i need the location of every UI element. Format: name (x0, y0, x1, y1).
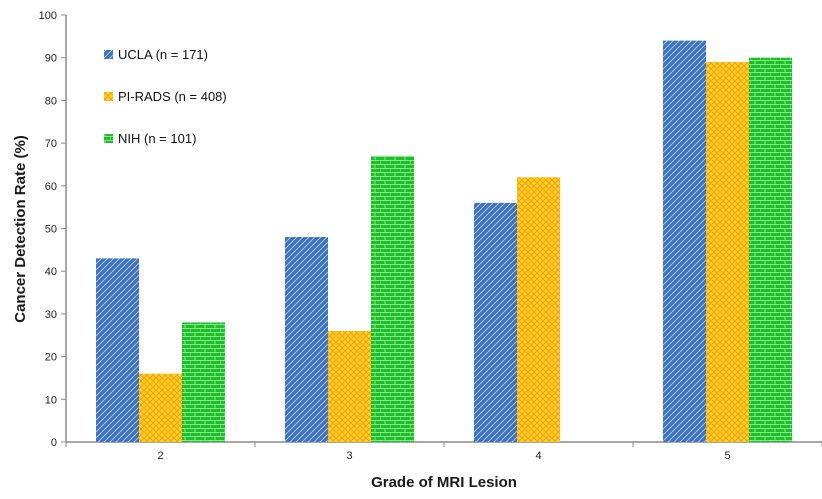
x-tick-label: 2 (157, 450, 163, 462)
legend-swatch-nih (104, 134, 113, 143)
legend: UCLA (n = 171) PI-RADS (n = 408) NIH (n = … (104, 47, 227, 146)
bar-pirads-grade-3 (328, 330, 371, 442)
bar-ucla-grade-5 (663, 40, 706, 443)
y-tick-label: 50 (45, 224, 57, 236)
bar-ucla-grade-2 (96, 258, 139, 442)
bar-pirads-grade-5 (706, 61, 749, 442)
y-tick-label: 0 (51, 437, 57, 449)
legend-label-pirads: PI-RADS (n = 408) (118, 89, 227, 104)
x-axis: 2 3 4 5 (65, 441, 822, 462)
y-axis: 0 10 20 30 40 50 60 70 80 90 100 (39, 10, 67, 449)
bar-ucla-grade-3 (285, 237, 328, 442)
y-tick-label: 30 (45, 309, 57, 321)
bar-pirads-grade-4 (517, 177, 560, 442)
x-tick-label: 3 (346, 450, 352, 462)
y-tick-label: 90 (45, 53, 57, 65)
y-axis-title: Cancer Detection Rate (%) (12, 135, 29, 323)
y-tick-label: 70 (45, 138, 57, 150)
legend-label-ucla: UCLA (n = 171) (118, 47, 208, 62)
legend-label-nih: NIH (n = 101) (118, 131, 196, 146)
y-tick-label: 20 (45, 352, 57, 364)
y-tick-label: 40 (45, 266, 57, 278)
bar-pirads-grade-2 (139, 373, 182, 442)
y-tick-label: 60 (45, 181, 57, 193)
x-tick-label: 4 (535, 450, 541, 462)
bars (96, 40, 792, 443)
y-tick-label: 100 (39, 10, 57, 22)
bar-ucla-grade-4 (474, 202, 517, 442)
y-tick-label: 80 (45, 95, 57, 107)
bar-nih-grade-2 (182, 322, 225, 442)
legend-swatch-pirads (104, 92, 113, 101)
y-tick-label: 10 (45, 394, 57, 406)
legend-swatch-ucla (104, 50, 113, 59)
x-axis-title: Grade of MRI Lesion (371, 474, 517, 491)
x-tick-label: 5 (724, 450, 730, 462)
bar-nih-grade-3 (371, 155, 414, 442)
bar-nih-grade-5 (749, 57, 792, 442)
